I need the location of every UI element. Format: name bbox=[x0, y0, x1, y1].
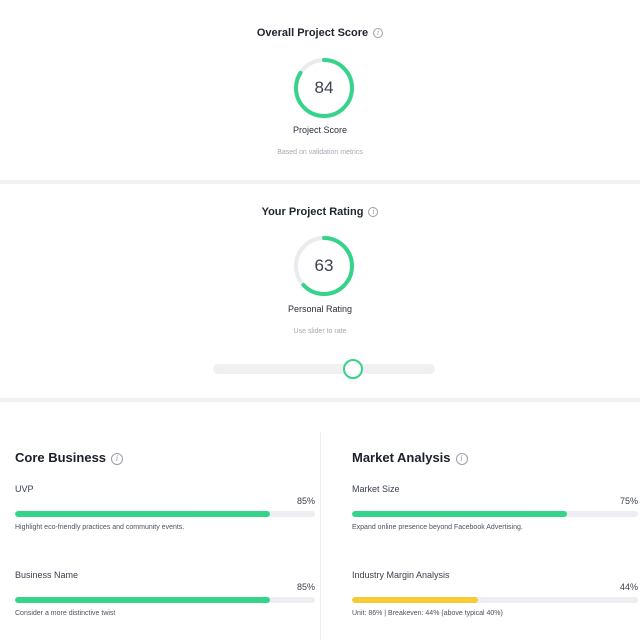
metric-name: Business Name bbox=[15, 570, 79, 580]
core-business-title: Core Business i bbox=[15, 450, 315, 468]
info-icon[interactable]: i bbox=[455, 452, 468, 465]
overall-score-value: 84 bbox=[314, 78, 334, 97]
metric-note: Highlight eco-friendly practices and com… bbox=[15, 524, 185, 531]
progress-bar-fill bbox=[15, 597, 270, 603]
metric-percent: 75% bbox=[619, 496, 638, 506]
progress-bar-fill bbox=[352, 511, 567, 517]
metric-note: Consider a more distinctive twist bbox=[15, 610, 116, 617]
personal-rating-subtext: Use slider to rate bbox=[293, 328, 347, 335]
rating-slider[interactable] bbox=[213, 359, 435, 379]
overall-score-subtext: Based on validation metrics bbox=[277, 149, 363, 156]
metric-percent: 85% bbox=[296, 582, 315, 592]
metric-note: Unit: 86% | Breakeven: 44% (above typica… bbox=[352, 610, 503, 617]
metrics-card: Core Business i UVP 85% Highlight eco-fri… bbox=[0, 402, 640, 640]
metric-percent: 44% bbox=[619, 582, 638, 592]
overall-score-ring: 84 bbox=[292, 56, 356, 120]
info-icon[interactable]: i bbox=[111, 452, 124, 465]
progress-bar-fill bbox=[15, 511, 270, 517]
progress-bar bbox=[15, 511, 315, 517]
personal-rating-label: Personal Rating bbox=[287, 304, 353, 314]
overall-score-title: Overall Project Score i bbox=[0, 27, 640, 39]
metric-name: Market Size bbox=[352, 484, 400, 494]
slider-track[interactable] bbox=[213, 364, 435, 374]
info-icon[interactable]: i bbox=[373, 28, 384, 39]
slider-thumb[interactable] bbox=[342, 359, 363, 379]
metric-name: UVP bbox=[15, 484, 34, 494]
core-business-section: Core Business i UVP 85% Highlight eco-fri… bbox=[15, 450, 315, 617]
progress-bar-fill bbox=[352, 597, 478, 603]
overall-score-card: Overall Project Score i 84 Project Score … bbox=[0, 0, 640, 180]
personal-rating-ring: 63 bbox=[292, 234, 356, 298]
metric-note: Expand online presence beyond Facebook A… bbox=[352, 524, 523, 531]
project-rating-title: Your Project Rating i bbox=[0, 206, 640, 218]
info-icon[interactable]: i bbox=[368, 207, 379, 218]
overall-score-label: Project Score bbox=[292, 125, 348, 135]
metric-percent: 85% bbox=[296, 496, 315, 506]
personal-rating-value: 63 bbox=[314, 256, 334, 275]
progress-bar bbox=[15, 597, 315, 603]
progress-bar bbox=[352, 511, 638, 517]
market-analysis-section: Market Analysis i Market Size 75% Expand … bbox=[352, 450, 638, 617]
project-rating-card: Your Project Rating i 63 Personal Rating … bbox=[0, 184, 640, 398]
market-analysis-title: Market Analysis i bbox=[352, 450, 638, 468]
progress-bar bbox=[352, 597, 638, 603]
column-divider bbox=[320, 432, 321, 640]
metric-name: Industry Margin Analysis bbox=[352, 570, 450, 580]
